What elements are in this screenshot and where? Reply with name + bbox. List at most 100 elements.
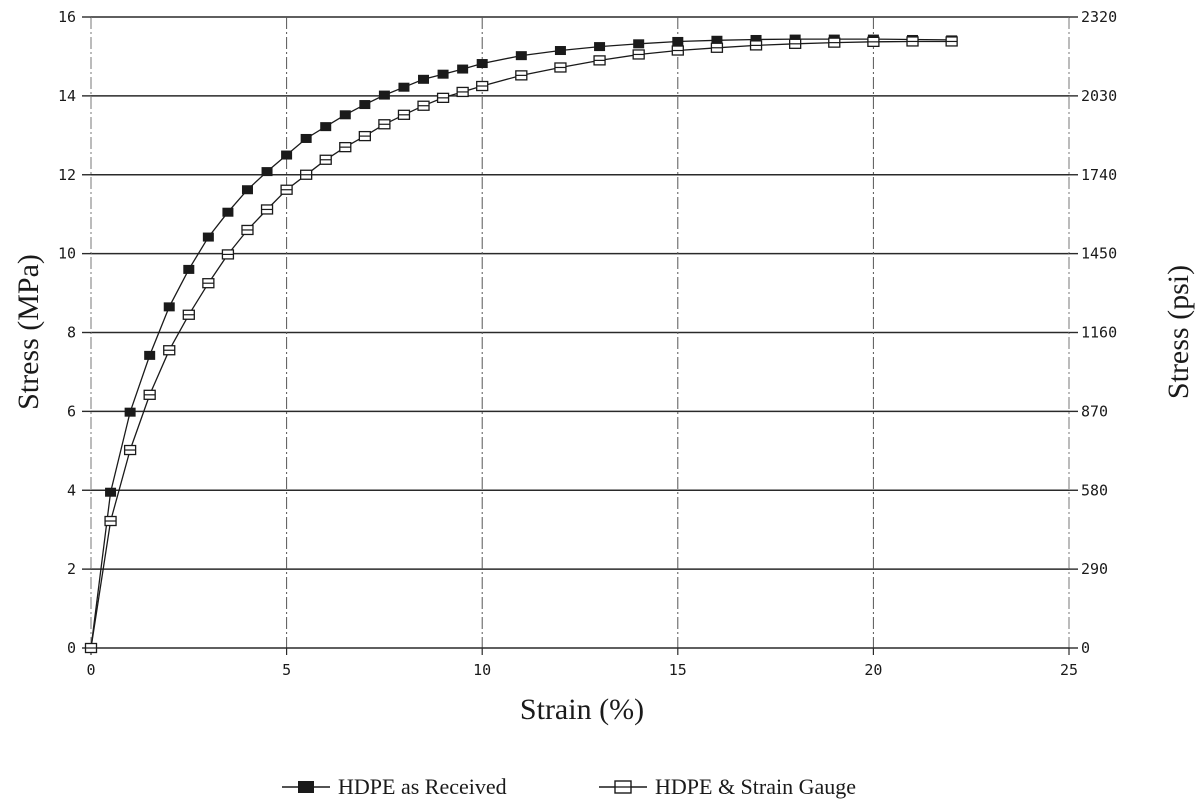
y-tick-label: 6 — [67, 402, 76, 420]
data-point — [476, 59, 488, 69]
y2-tick-label: 290 — [1081, 560, 1108, 578]
data-point — [867, 36, 880, 47]
data-point — [202, 232, 214, 242]
x-axis-title: Strain (%) — [520, 693, 644, 726]
data-point — [672, 36, 684, 46]
y2-tick-label: 1160 — [1081, 324, 1117, 342]
data-point — [418, 74, 430, 84]
legend-marker — [298, 781, 314, 793]
data-point — [378, 90, 390, 100]
grid-lines — [91, 16, 1069, 648]
y2-tick-label: 1450 — [1081, 245, 1117, 263]
y-tick-label: 12 — [58, 166, 76, 184]
series-1 — [85, 34, 958, 653]
y-tick-label: 10 — [58, 245, 76, 263]
data-point — [183, 264, 195, 274]
data-point — [241, 224, 254, 236]
y2-tick-label: 870 — [1081, 402, 1108, 420]
x-tick-label: 25 — [1060, 661, 1078, 679]
legend-item-2: HDPE & Strain Gauge — [599, 774, 856, 799]
data-point — [144, 350, 156, 360]
data-point — [84, 642, 98, 654]
data-point — [123, 444, 137, 456]
data-point — [182, 309, 195, 320]
bottom-axis-ticks: 0 5 10 15 20 25 — [86, 648, 1078, 679]
data-point — [515, 70, 528, 81]
data-point — [260, 204, 274, 215]
data-point — [261, 167, 273, 177]
data-point — [222, 207, 234, 217]
data-point — [300, 133, 312, 143]
left-axis-ticks: 0 2 4 6 8 10 12 14 16 — [58, 8, 91, 657]
series-line — [90, 38, 952, 649]
legend-item-1: HDPE as Received — [282, 774, 507, 799]
data-point — [397, 109, 411, 120]
series-line — [90, 40, 952, 649]
data-point — [436, 92, 450, 103]
y-tick-label: 2 — [67, 560, 76, 578]
data-point — [633, 39, 645, 49]
y2-tick-label: 0 — [1081, 639, 1090, 657]
data-point — [280, 184, 293, 195]
series-layer — [84, 34, 958, 654]
data-point — [632, 49, 645, 60]
x-tick-label: 20 — [864, 661, 882, 679]
x-tick-label: 0 — [86, 661, 95, 679]
data-point — [417, 100, 430, 111]
data-point — [828, 37, 841, 48]
data-point — [554, 46, 566, 56]
y2-axis-title: Stress (psi) — [1162, 265, 1195, 399]
y-axis-title: Stress (MPa) — [12, 254, 45, 410]
legend: HDPE as Received HDPE & Strain Gauge — [282, 774, 856, 799]
data-point — [789, 38, 802, 49]
data-point — [749, 40, 763, 51]
data-point — [359, 100, 371, 110]
y2-tick-label: 580 — [1081, 481, 1108, 499]
data-point — [378, 119, 391, 130]
data-point — [281, 150, 293, 160]
data-point — [593, 55, 606, 66]
x-tick-label: 15 — [669, 661, 687, 679]
y-tick-label: 8 — [67, 324, 76, 342]
data-point — [456, 86, 469, 98]
data-point — [339, 141, 352, 153]
data-point — [358, 130, 371, 142]
data-point — [750, 34, 762, 44]
legend-marker — [614, 780, 632, 794]
data-point — [554, 62, 567, 73]
data-point — [945, 36, 958, 47]
y2-tick-label: 2320 — [1081, 8, 1117, 26]
x-tick-label: 10 — [473, 661, 491, 679]
y2-tick-label: 1740 — [1081, 166, 1117, 184]
legend-label: HDPE as Received — [338, 774, 507, 799]
data-point — [594, 42, 606, 52]
data-point — [202, 278, 215, 289]
data-point — [457, 64, 469, 74]
y-tick-label: 4 — [67, 481, 76, 499]
data-point — [241, 185, 253, 195]
data-point — [711, 35, 723, 45]
data-point — [437, 69, 449, 79]
data-point — [476, 80, 489, 92]
x-tick-label: 5 — [282, 661, 291, 679]
data-point — [398, 82, 410, 92]
data-point — [104, 515, 117, 527]
y-tick-label: 0 — [67, 639, 76, 657]
legend-label: HDPE & Strain Gauge — [655, 774, 856, 799]
data-point — [105, 487, 117, 497]
data-point — [221, 249, 235, 260]
series-2 — [84, 36, 958, 654]
data-point — [163, 302, 175, 312]
data-point — [300, 169, 313, 180]
data-point — [710, 42, 724, 53]
data-point — [906, 36, 919, 47]
data-point — [339, 110, 351, 120]
data-point — [163, 345, 176, 356]
right-axis-ticks: 0 290 580 870 1160 1450 1740 2030 2320 — [1069, 8, 1117, 657]
y-tick-label: 14 — [58, 87, 76, 105]
y-tick-label: 16 — [58, 8, 76, 26]
data-point — [515, 51, 527, 61]
data-point — [320, 122, 332, 132]
y2-tick-label: 2030 — [1081, 87, 1117, 105]
data-point — [319, 154, 332, 165]
